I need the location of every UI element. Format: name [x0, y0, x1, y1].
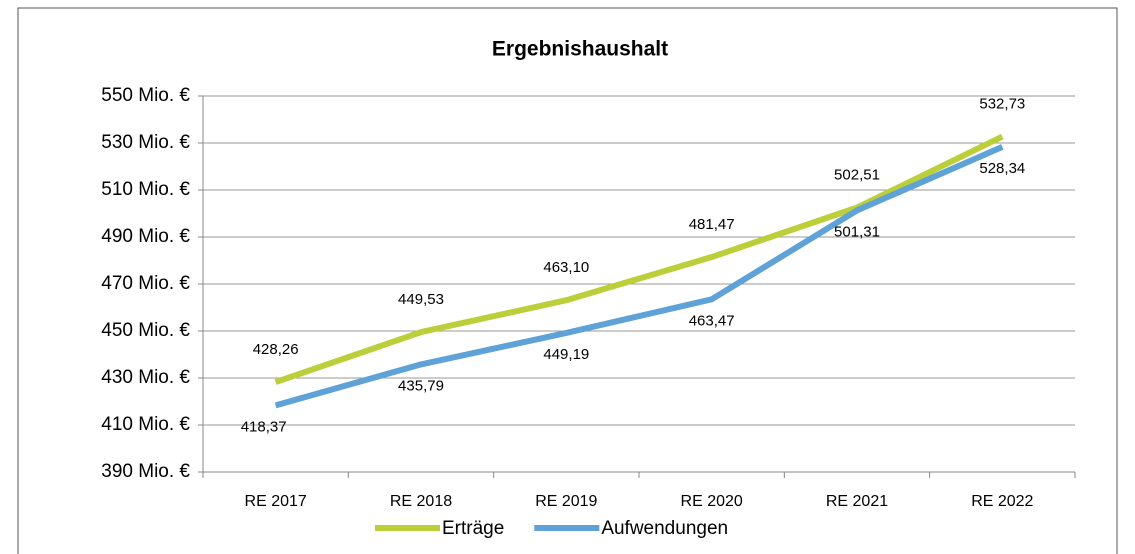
data-label: 463,47 [689, 312, 735, 329]
legend-label: Erträge [442, 518, 504, 539]
data-label: 449,19 [543, 346, 589, 363]
series-line [274, 144, 1004, 409]
y-tick-label: 390 Mio. € [101, 461, 190, 482]
y-tick-label: 430 Mio. € [101, 367, 190, 388]
data-label: 449,53 [398, 291, 444, 308]
y-tick-label: 410 Mio. € [101, 414, 190, 435]
chart-frame [17, 7, 1118, 554]
x-tick-label: RE 2021 [826, 493, 888, 510]
y-tick-label: 470 Mio. € [101, 273, 190, 294]
y-tick-label: 490 Mio. € [101, 226, 190, 247]
x-tick-label: RE 2018 [390, 493, 452, 510]
data-label: 528,34 [979, 160, 1025, 177]
data-label: 502,51 [834, 167, 880, 184]
data-label: 435,79 [398, 377, 444, 394]
data-label: 532,73 [979, 96, 1025, 113]
data-label: 418,37 [241, 418, 287, 435]
x-tick-label: RE 2019 [535, 493, 597, 510]
data-label: 428,26 [253, 341, 299, 358]
y-tick-label: 530 Mio. € [101, 132, 190, 153]
legend-label: Aufwendungen [601, 518, 728, 539]
series-line [274, 133, 1004, 385]
x-tick-label: RE 2017 [245, 493, 307, 510]
chart-title: Ergebnishaushalt [492, 38, 668, 61]
data-label: 463,10 [543, 259, 589, 276]
x-tick-label: RE 2020 [681, 493, 743, 510]
y-tick-label: 450 Mio. € [101, 320, 190, 341]
data-label: 481,47 [689, 216, 735, 233]
x-tick-label: RE 2022 [971, 493, 1033, 510]
data-label: 501,31 [834, 223, 880, 240]
y-tick-label: 510 Mio. € [101, 179, 190, 200]
y-tick-label: 550 Mio. € [101, 85, 190, 106]
